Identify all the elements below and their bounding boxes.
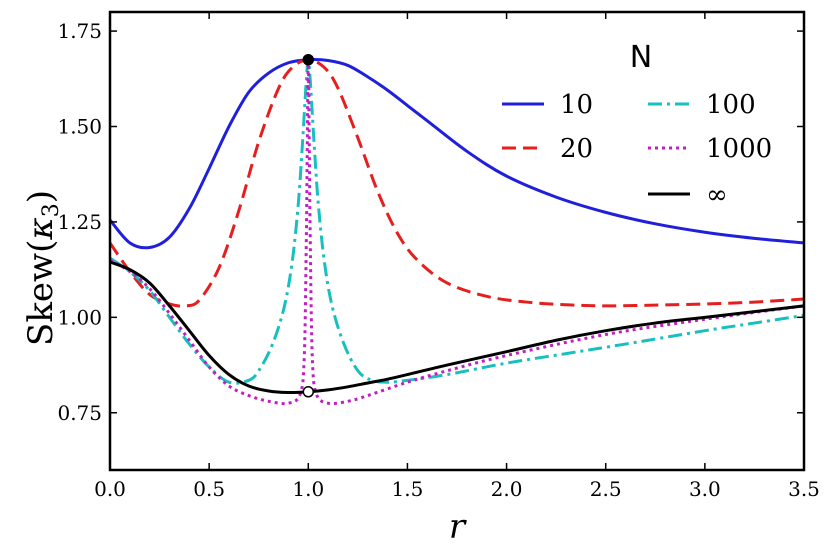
series-line-4 [109, 260, 805, 395]
plot-frame [108, 10, 806, 472]
y-axis-label-subscript: 3 [39, 203, 64, 217]
y-axis-label-close-paren: ) [21, 190, 61, 203]
marker-layer [302, 53, 315, 398]
series-line-2 [109, 58, 805, 385]
legend-label-0: 10 [560, 90, 593, 120]
legend-label-2: 100 [706, 90, 756, 120]
x-tick-label-0: 0.0 [94, 477, 126, 501]
series-line-0 [108, 58, 805, 250]
x-tick-labels: 0.0 0.5 1.0 1.5 2.0 2.5 3.0 3.5 [94, 477, 820, 501]
y-tick-label-2: 1.25 [57, 210, 102, 234]
y-tick-labels: 0.75 1.00 1.25 1.50 1.75 [57, 19, 102, 425]
x-axis-label: r [449, 507, 467, 547]
y-tick-label-1: 1.00 [57, 305, 102, 329]
legend-title: N [630, 40, 652, 75]
x-tick-label-4: 2.0 [491, 477, 523, 501]
y-axis-label-symbol: κ [21, 217, 61, 240]
x-tick-label-6: 3.0 [689, 477, 721, 501]
x-tick-label-2: 1.0 [292, 477, 324, 501]
legend: N 10 20 100 1000 ∞ [502, 40, 772, 210]
plot-background [110, 12, 804, 470]
y-tick-label-4: 1.75 [57, 19, 102, 43]
series-line-1 [108, 58, 805, 308]
y-axis-label-main: Skew [21, 253, 61, 346]
x-tick-label-7: 3.5 [788, 477, 820, 501]
y-axis-label-open-paren: ( [21, 240, 61, 253]
legend-label-1: 20 [560, 134, 593, 164]
x-tick-label-5: 2.5 [590, 477, 622, 501]
marker-point-0 [302, 53, 315, 66]
x-tick-label-3: 1.5 [392, 477, 424, 501]
legend-label-4: ∞ [706, 180, 728, 210]
ticks-layer [109, 12, 805, 470]
legend-label-3: 1000 [706, 134, 772, 164]
y-tick-label-3: 1.50 [57, 115, 102, 139]
marker-point-1 [302, 386, 315, 398]
x-tick-label-1: 0.5 [193, 477, 225, 501]
plot-area [108, 10, 806, 472]
y-axis-label: Skew(κ3) [21, 190, 64, 346]
y-tick-label-0: 0.75 [57, 401, 102, 425]
